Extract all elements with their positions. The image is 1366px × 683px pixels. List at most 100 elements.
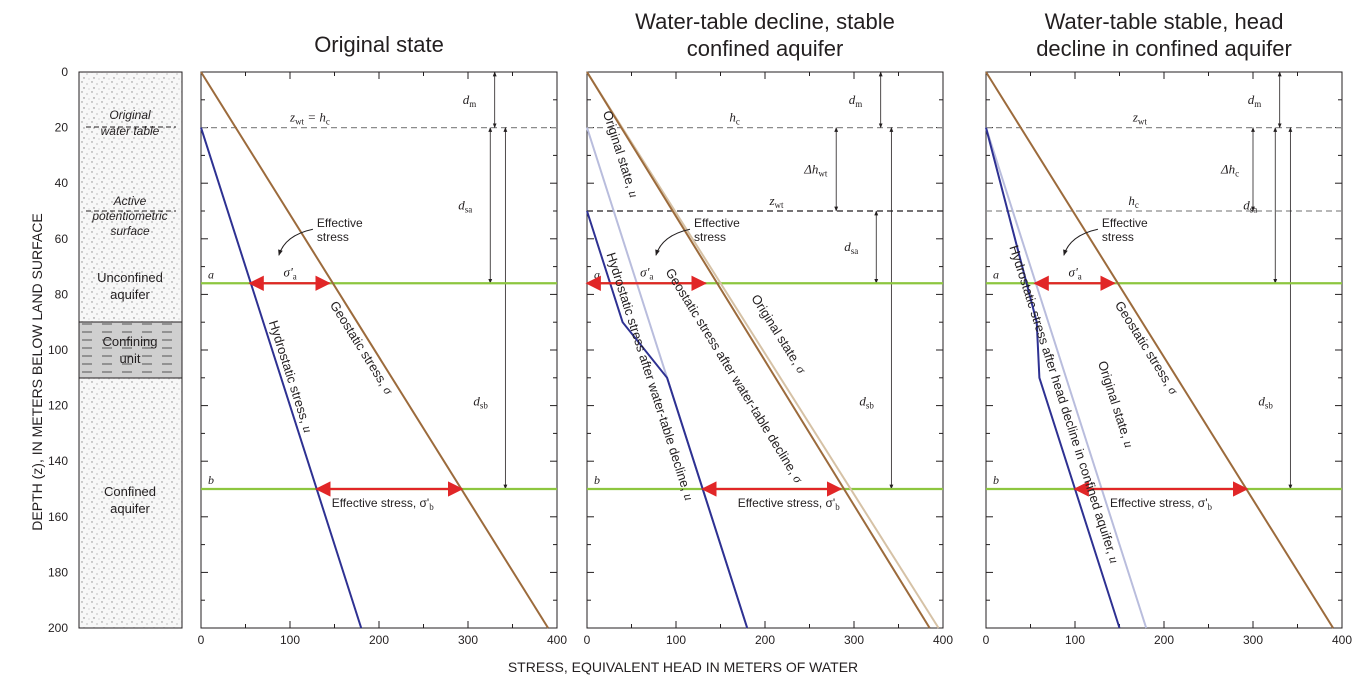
level-label: zwt = hc bbox=[289, 110, 330, 127]
y-tick-label: 40 bbox=[55, 176, 69, 190]
lithologic-column: Original water table Active potentiometr… bbox=[78, 71, 183, 629]
y-tick-label: 20 bbox=[55, 121, 69, 135]
effective-stress-callout: Effective bbox=[317, 216, 363, 230]
panel-title: Water-table decline, stable bbox=[635, 9, 895, 34]
dimension-label: dsb bbox=[473, 394, 488, 411]
series-line bbox=[200, 71, 549, 629]
effective-stress-callout: Effective bbox=[1102, 216, 1148, 230]
series-line bbox=[586, 210, 749, 629]
series-label: Geostatic stress after water-table decli… bbox=[663, 265, 807, 486]
series-line bbox=[985, 127, 1148, 629]
level-label: hc bbox=[729, 110, 740, 127]
column-confining-1: Confining bbox=[103, 334, 158, 349]
effective-stress-callout: stress bbox=[694, 230, 726, 244]
y-tick-label: 100 bbox=[48, 343, 68, 357]
callout-arrow bbox=[1063, 228, 1099, 256]
x-tick-label: 400 bbox=[933, 633, 953, 647]
series-label: Geostatic stress, σ bbox=[1112, 298, 1182, 397]
effective-stress-a-label: σ'a bbox=[1069, 264, 1082, 281]
x-tick-label: 200 bbox=[369, 633, 389, 647]
dimension-label: dm bbox=[1248, 92, 1262, 109]
horizon-label: a bbox=[208, 267, 214, 281]
callout-arrow bbox=[278, 228, 314, 256]
x-tick-label: 0 bbox=[983, 633, 990, 647]
column-unconfined-2: aquifer bbox=[110, 287, 150, 302]
effective-stress-b-label: Effective stress, σ'b bbox=[332, 496, 435, 512]
x-tick-label: 100 bbox=[1065, 633, 1085, 647]
y-tick-labels: 0 20 40 60 80 100 120 140 160 180 200 bbox=[48, 65, 68, 635]
series-line bbox=[985, 127, 1121, 629]
horizon-label: b bbox=[208, 473, 214, 487]
column-unconfined-1: Unconfined bbox=[97, 270, 163, 285]
dimension-label: Δhc bbox=[1220, 161, 1239, 178]
panel-frame bbox=[200, 71, 558, 629]
x-tick-label: 300 bbox=[458, 633, 478, 647]
series-line bbox=[985, 71, 1334, 629]
effective-stress-callout: stress bbox=[1102, 230, 1134, 244]
panel-1: Original state 0 100 200 300 400 dm dsa dsb zwt =… bbox=[198, 32, 568, 647]
column-original-2: water table bbox=[101, 124, 160, 138]
panel-title: Original state bbox=[314, 32, 444, 57]
horizon-label: a bbox=[594, 267, 600, 281]
level-label: zwt bbox=[1132, 110, 1148, 127]
panel-title: confined aquifer bbox=[687, 36, 844, 61]
y-tick-label: 120 bbox=[48, 399, 68, 413]
column-original-1: Original bbox=[109, 108, 151, 122]
effective-stress-a-label: σ'a bbox=[640, 264, 653, 281]
x-tick-label: 100 bbox=[666, 633, 686, 647]
y-tick-label: 160 bbox=[48, 510, 68, 524]
series-label: Hydrostatic stress after head decline in… bbox=[1006, 243, 1122, 565]
column-active-2: potentiometric bbox=[91, 209, 167, 223]
horizon-label: a bbox=[993, 267, 999, 281]
dimension-label: dsb bbox=[1258, 394, 1273, 411]
dimension-label: Δhwt bbox=[803, 161, 828, 178]
dimension-label: dsa bbox=[844, 239, 858, 256]
x-tick-label: 0 bbox=[198, 633, 205, 647]
column-confined-1: Confined bbox=[104, 484, 156, 499]
column-confining-2: unit bbox=[120, 351, 141, 366]
level-label: zwt bbox=[768, 193, 784, 210]
dimension-label: dm bbox=[463, 92, 477, 109]
series-line bbox=[586, 71, 931, 629]
x-tick-label: 300 bbox=[844, 633, 864, 647]
x-tick-label: 400 bbox=[547, 633, 567, 647]
confining-unit-fill bbox=[78, 321, 183, 379]
y-tick-label: 0 bbox=[61, 65, 68, 79]
level-label: hc bbox=[1128, 193, 1139, 210]
y-tick-label: 80 bbox=[55, 287, 69, 301]
y-tick-label: 140 bbox=[48, 454, 68, 468]
series-line bbox=[200, 127, 363, 629]
x-tick-label: 100 bbox=[280, 633, 300, 647]
x-tick-label: 0 bbox=[584, 633, 591, 647]
x-tick-label: 300 bbox=[1243, 633, 1263, 647]
series-label: Geostatic stress, σ bbox=[327, 298, 397, 397]
series-label: Original state, u bbox=[1095, 359, 1137, 450]
y-axis-label: DEPTH (z), IN METERS BELOW LAND SURFACE bbox=[29, 213, 45, 530]
series-label: Original state, σ bbox=[748, 292, 809, 377]
panels: Original state 0 100 200 300 400 dm dsa dsb zwt =… bbox=[198, 9, 1353, 647]
dimension-label: dsb bbox=[859, 394, 874, 411]
column-active-1: Active bbox=[113, 194, 147, 208]
y-tick-label: 180 bbox=[48, 565, 68, 579]
effective-stress-b-label: Effective stress, σ'b bbox=[1110, 496, 1213, 512]
column-active-3: surface bbox=[110, 224, 150, 238]
y-tick-label: 60 bbox=[55, 232, 69, 246]
effective-stress-b-label: Effective stress, σ'b bbox=[738, 496, 841, 512]
panel-title: decline in confined aquifer bbox=[1036, 36, 1292, 61]
x-tick-label: 400 bbox=[1332, 633, 1352, 647]
horizon-label: b bbox=[594, 473, 600, 487]
series-label: Hydrostatic stress, u bbox=[266, 318, 316, 435]
callout-arrow bbox=[655, 228, 691, 256]
series-line bbox=[586, 71, 940, 629]
dimension-label: dsa bbox=[1243, 197, 1257, 214]
horizon-label: b bbox=[993, 473, 999, 487]
panel-title: Water-table stable, head bbox=[1045, 9, 1284, 34]
dimension-label: dm bbox=[849, 92, 863, 109]
y-tick-label: 200 bbox=[48, 621, 68, 635]
dimension-label: dsa bbox=[458, 197, 472, 214]
effective-stress-a-label: σ'a bbox=[284, 264, 297, 281]
x-tick-label: 200 bbox=[1154, 633, 1174, 647]
